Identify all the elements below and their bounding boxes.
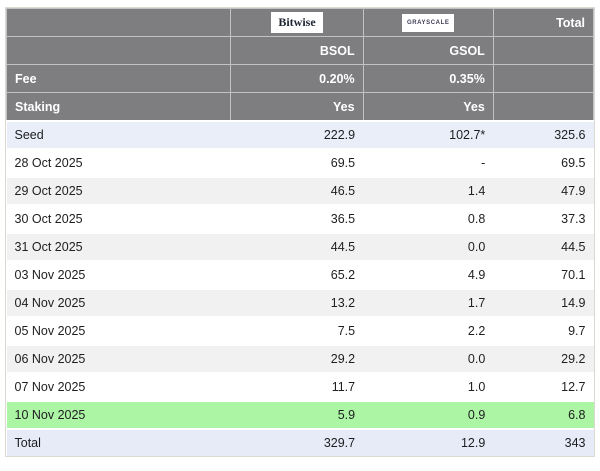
bsol-value-cell: 7.5: [230, 316, 364, 345]
bsol-value-cell: 65.2: [230, 260, 364, 289]
table-row: 10 Nov 2025 5.9 0.9 6.8: [6, 400, 594, 429]
gsol-value-cell: 1.0: [363, 372, 494, 401]
table-row: Total 329.7 12.9 343: [6, 428, 594, 456]
empty-corner-cell: [5, 8, 232, 37]
bsol-value-cell: 46.5: [230, 176, 364, 205]
row-label-cell: 28 Oct 2025: [6, 148, 231, 177]
total-column-header: Total: [492, 8, 595, 37]
row-label-cell: 29 Oct 2025: [6, 176, 231, 205]
data-rows: Seed 222.9 102.7* 325.6 28 Oct 2025 69.5-69.5…: [6, 120, 594, 456]
table: Bitwise GRAYSCALE Total BSOL GSOL Fee 0.…: [5, 8, 595, 456]
row-label-cell: 07 Nov 2025: [6, 372, 231, 401]
grayscale-cell: GRAYSCALE: [362, 8, 494, 37]
gsol-value-cell: -: [363, 148, 494, 177]
table-row: 05 Nov 2025 7.5 2.2 9.7: [6, 316, 594, 345]
bsol-value-cell: 69.5: [230, 148, 364, 177]
bsol-value-cell: 44.5: [230, 232, 364, 261]
etf-flows-table: Bitwise GRAYSCALE Total BSOL GSOL Fee 0.…: [5, 7, 595, 457]
gsol-value-cell: 0.9: [363, 400, 494, 429]
gsol-value-cell: 4.9: [363, 260, 494, 289]
gsol-fee: 0.35%: [362, 64, 494, 93]
bsol-ticker: BSOL: [230, 36, 364, 65]
gsol-value-cell: 0.8: [363, 204, 494, 233]
gsol-value-cell: 102.7*: [363, 120, 494, 149]
total-value-cell: 12.7: [493, 372, 594, 401]
bitwise-logo: Bitwise: [271, 12, 323, 33]
table-row: 04 Nov 2025 13.2 1.7 14.9: [6, 288, 594, 317]
bsol-staking: Yes: [230, 92, 364, 122]
bsol-value-cell: 29.2: [230, 344, 364, 373]
table-row: 31 Oct 2025 44.5 0.0 44.5: [6, 232, 594, 261]
row-label-cell: 31 Oct 2025: [6, 232, 231, 261]
gsol-value-cell: 0.0: [363, 232, 494, 261]
total-value-cell: 343: [493, 428, 594, 456]
total-value-cell: 29.2: [493, 344, 594, 373]
total-value-cell: 6.8: [493, 400, 594, 429]
empty-cell: [492, 92, 595, 122]
header-row-issuers: Bitwise GRAYSCALE Total: [5, 8, 595, 37]
row-label-cell: Total: [6, 428, 231, 456]
bsol-value-cell: 222.9: [230, 120, 364, 149]
row-label-cell: 04 Nov 2025: [6, 288, 231, 317]
gsol-staking: Yes: [362, 92, 494, 122]
table-row: 30 Oct 2025 36.5 0.8 37.3: [6, 204, 594, 233]
grayscale-logo: GRAYSCALE: [401, 14, 455, 32]
table-row: 06 Nov 2025 29.2 0.0 29.2: [6, 344, 594, 373]
total-value-cell: 14.9: [493, 288, 594, 317]
table-row: 07 Nov 2025 11.7 1.0 12.7: [6, 372, 594, 401]
row-label-cell: 06 Nov 2025: [6, 344, 231, 373]
total-value-cell: 47.9: [493, 176, 594, 205]
bsol-value-cell: 329.7: [230, 428, 364, 456]
row-label-cell: 30 Oct 2025: [6, 204, 231, 233]
total-value-cell: 69.5: [493, 148, 594, 177]
total-value-cell: 44.5: [493, 232, 594, 261]
fee-label: Fee: [5, 64, 232, 93]
empty-cell: [5, 36, 232, 65]
gsol-ticker: GSOL: [362, 36, 494, 65]
table-row: Seed 222.9 102.7* 325.6: [6, 120, 594, 149]
table-row: 29 Oct 2025 46.5 1.4 47.9: [6, 176, 594, 205]
row-label-cell: Seed: [6, 120, 231, 149]
gsol-value-cell: 12.9: [363, 428, 494, 456]
table-row: 03 Nov 2025 65.2 4.9 70.1: [6, 260, 594, 289]
gsol-value-cell: 2.2: [363, 316, 494, 345]
header-row-staking: Staking Yes Yes: [5, 92, 595, 122]
row-label-cell: 03 Nov 2025: [6, 260, 231, 289]
gsol-value-cell: 1.4: [363, 176, 494, 205]
empty-cell: [492, 36, 595, 65]
gsol-value-cell: 0.0: [363, 344, 494, 373]
table-row: 28 Oct 2025 69.5-69.5: [6, 148, 594, 177]
header-row-tickers: BSOL GSOL: [5, 36, 595, 65]
row-label-cell: 10 Nov 2025: [6, 400, 231, 429]
total-value-cell: 9.7: [493, 316, 594, 345]
bsol-fee: 0.20%: [230, 64, 364, 93]
staking-label: Staking: [5, 92, 232, 122]
bitwise-cell: Bitwise: [230, 8, 364, 37]
bsol-value-cell: 5.9: [230, 400, 364, 429]
bsol-value-cell: 13.2: [230, 288, 364, 317]
bsol-value-cell: 11.7: [230, 372, 364, 401]
header-row-fee: Fee 0.20% 0.35%: [5, 64, 595, 93]
row-label-cell: 05 Nov 2025: [6, 316, 231, 345]
empty-cell: [492, 64, 595, 93]
bsol-value-cell: 36.5: [230, 204, 364, 233]
total-value-cell: 325.6: [493, 120, 594, 149]
gsol-value-cell: 1.7: [363, 288, 494, 317]
total-value-cell: 70.1: [493, 260, 594, 289]
total-value-cell: 37.3: [493, 204, 594, 233]
